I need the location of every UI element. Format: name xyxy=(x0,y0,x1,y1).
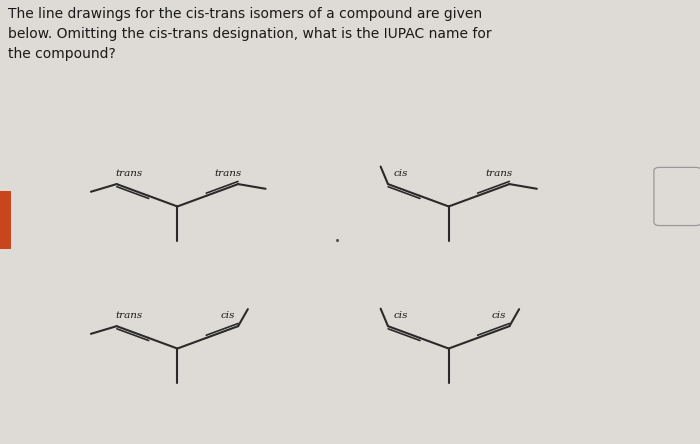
Text: cis: cis xyxy=(393,311,407,320)
FancyBboxPatch shape xyxy=(0,191,11,249)
Text: trans: trans xyxy=(486,169,512,178)
Text: cis: cis xyxy=(492,311,506,320)
Text: trans: trans xyxy=(116,311,143,320)
Text: cis: cis xyxy=(393,169,407,178)
Text: The line drawings for the cis-trans isomers of a compound are given
below. Omitt: The line drawings for the cis-trans isom… xyxy=(8,7,492,61)
FancyBboxPatch shape xyxy=(654,167,700,226)
Text: cis: cis xyxy=(220,311,235,320)
Text: trans: trans xyxy=(214,169,241,178)
Text: trans: trans xyxy=(116,169,143,178)
